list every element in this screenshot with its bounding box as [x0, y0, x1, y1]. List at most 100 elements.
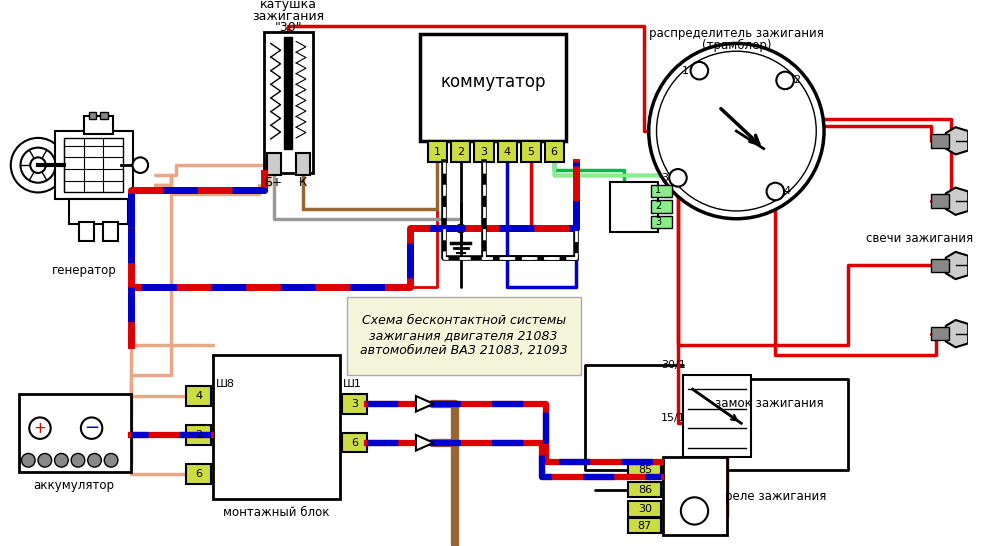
Bar — [100, 111, 108, 120]
Bar — [267, 153, 281, 175]
Text: 86: 86 — [638, 484, 651, 495]
Circle shape — [457, 224, 465, 233]
Bar — [65, 138, 123, 192]
Circle shape — [21, 147, 56, 183]
Bar — [629, 462, 661, 478]
Text: 6: 6 — [551, 146, 558, 157]
Bar — [213, 355, 340, 499]
Bar — [342, 433, 367, 453]
Bar — [650, 216, 672, 228]
Circle shape — [669, 169, 687, 187]
Text: коммутатор: коммутатор — [440, 73, 545, 91]
Bar — [186, 464, 212, 484]
Circle shape — [29, 418, 51, 439]
Bar — [650, 185, 672, 197]
Bar — [420, 34, 566, 141]
Text: 6: 6 — [352, 438, 358, 448]
Text: 1: 1 — [655, 186, 661, 195]
Circle shape — [80, 418, 102, 439]
Circle shape — [767, 183, 784, 200]
Circle shape — [87, 454, 101, 467]
Bar — [650, 200, 672, 213]
Text: 30: 30 — [638, 504, 651, 514]
Bar — [931, 194, 948, 208]
Text: Б+: Б+ — [265, 176, 283, 189]
Polygon shape — [945, 188, 968, 215]
Circle shape — [22, 454, 35, 467]
Bar — [342, 394, 367, 413]
Text: монтажный блок: монтажный блок — [223, 506, 330, 519]
Bar — [284, 37, 292, 149]
Text: генератор: генератор — [52, 264, 116, 277]
Text: свечи зажигания: свечи зажигания — [866, 232, 973, 245]
Circle shape — [104, 454, 118, 467]
Text: 85: 85 — [638, 465, 651, 475]
Circle shape — [55, 454, 69, 467]
Bar — [19, 394, 130, 472]
Polygon shape — [945, 320, 968, 347]
Bar — [544, 141, 564, 162]
Bar — [663, 458, 727, 535]
Text: 3: 3 — [660, 173, 668, 183]
Bar — [186, 425, 212, 444]
Bar — [629, 501, 661, 517]
Text: 5: 5 — [527, 146, 534, 157]
Polygon shape — [416, 396, 434, 412]
Bar — [931, 134, 948, 147]
Text: 4: 4 — [196, 391, 203, 401]
Polygon shape — [945, 252, 968, 279]
Text: Схема бесконтактной системы
зажигания двигателя 21083
автомобилей ВАЗ 21083, 210: Схема бесконтактной системы зажигания дв… — [359, 314, 568, 357]
Text: 2: 2 — [457, 146, 465, 157]
Text: 4: 4 — [503, 146, 511, 157]
Text: 3: 3 — [352, 399, 358, 409]
Text: 3: 3 — [481, 146, 488, 157]
Text: 30/1: 30/1 — [660, 360, 685, 370]
Bar — [78, 222, 93, 241]
Text: 2: 2 — [655, 201, 661, 211]
Bar — [88, 111, 96, 120]
Bar — [83, 116, 113, 134]
Circle shape — [777, 72, 793, 89]
Circle shape — [11, 138, 66, 192]
Polygon shape — [416, 435, 434, 450]
Bar — [103, 222, 118, 241]
Text: 15/1: 15/1 — [660, 413, 685, 423]
Text: распределитель зажигания: распределитель зажигания — [649, 27, 824, 40]
Circle shape — [71, 454, 84, 467]
Text: 87: 87 — [638, 520, 652, 531]
Circle shape — [30, 157, 46, 173]
Bar — [610, 182, 658, 233]
Bar — [55, 131, 132, 199]
Text: 1: 1 — [434, 146, 441, 157]
Text: Ш1: Ш1 — [343, 379, 361, 389]
Text: +: + — [34, 420, 47, 436]
Text: зажигания: зажигания — [252, 10, 325, 22]
Bar — [451, 141, 471, 162]
Bar — [931, 259, 948, 272]
Bar — [683, 375, 751, 458]
Circle shape — [690, 62, 708, 80]
Text: аккумулятор: аккумулятор — [34, 479, 114, 492]
Text: 2: 2 — [793, 75, 800, 85]
Bar — [629, 518, 661, 533]
Circle shape — [648, 44, 824, 219]
Circle shape — [656, 51, 816, 211]
Text: "30": "30" — [274, 21, 302, 34]
Bar — [296, 153, 310, 175]
Text: 6: 6 — [196, 469, 203, 479]
Text: 4: 4 — [783, 187, 790, 197]
Bar — [70, 199, 128, 224]
Bar — [475, 141, 494, 162]
Bar — [629, 482, 661, 497]
Text: катушка: катушка — [260, 0, 317, 11]
Text: −: − — [84, 419, 99, 437]
Circle shape — [38, 454, 52, 467]
Bar — [347, 296, 581, 375]
Bar — [186, 386, 212, 406]
Text: реле зажигания: реле зажигания — [725, 490, 826, 503]
Bar — [497, 141, 517, 162]
Text: 3: 3 — [655, 217, 661, 227]
Text: 1: 1 — [682, 66, 689, 76]
Polygon shape — [945, 127, 968, 155]
Bar — [521, 141, 540, 162]
